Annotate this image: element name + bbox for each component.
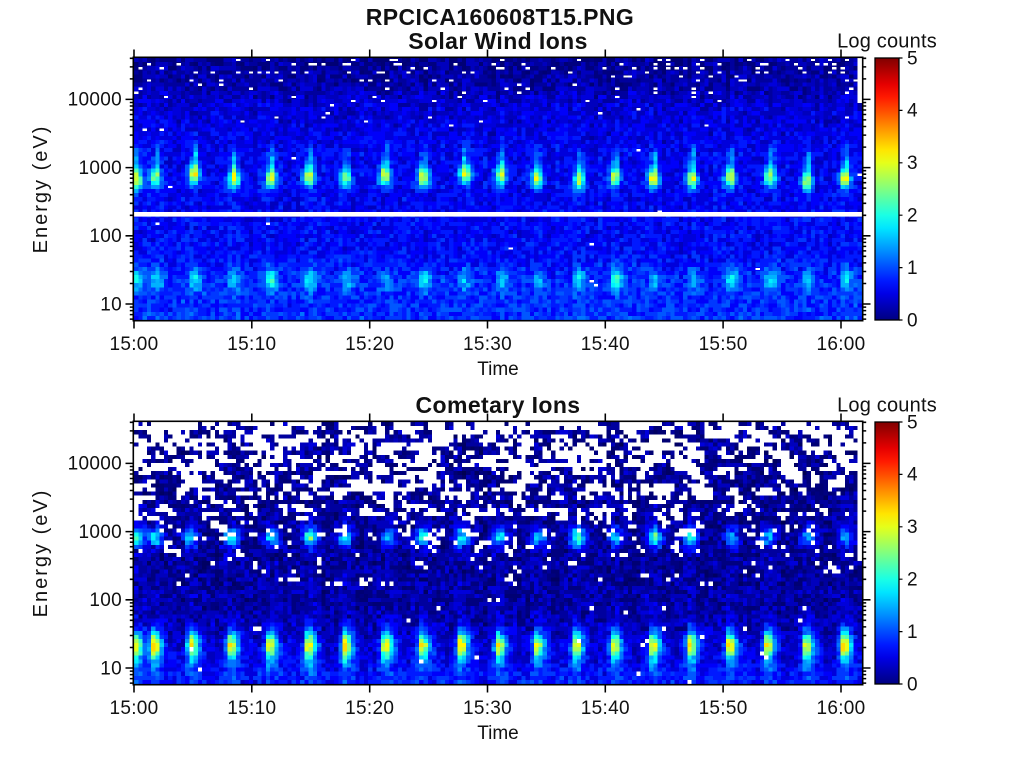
svg-text:15:40: 15:40 <box>581 334 630 355</box>
svg-text:15:30: 15:30 <box>463 698 512 719</box>
svg-text:0: 0 <box>907 674 918 695</box>
svg-text:3: 3 <box>907 517 918 538</box>
svg-text:15:50: 15:50 <box>699 334 748 355</box>
svg-text:15:00: 15:00 <box>109 698 158 719</box>
svg-text:100: 100 <box>89 226 122 247</box>
svg-text:10: 10 <box>100 658 122 679</box>
svg-text:Time: Time <box>477 723 519 744</box>
svg-text:Energy (eV): Energy (eV) <box>30 125 52 254</box>
svg-text:15:30: 15:30 <box>463 334 512 355</box>
svg-text:5: 5 <box>907 412 918 433</box>
svg-text:Time: Time <box>477 359 519 380</box>
svg-text:16:00: 16:00 <box>816 334 865 355</box>
svg-text:1: 1 <box>907 622 918 643</box>
svg-text:5: 5 <box>907 48 918 69</box>
svg-text:Log counts: Log counts <box>837 31 937 53</box>
svg-text:3: 3 <box>907 153 918 174</box>
svg-text:10: 10 <box>100 294 122 315</box>
svg-text:Solar Wind Ions: Solar Wind Ions <box>408 28 588 54</box>
svg-text:Energy (eV): Energy (eV) <box>30 489 52 618</box>
svg-text:2: 2 <box>907 206 918 227</box>
svg-text:0: 0 <box>907 310 918 331</box>
svg-text:4: 4 <box>907 465 918 486</box>
svg-text:15:20: 15:20 <box>345 334 394 355</box>
svg-text:15:50: 15:50 <box>699 698 748 719</box>
svg-text:1: 1 <box>907 258 918 279</box>
svg-text:15:20: 15:20 <box>345 698 394 719</box>
svg-text:4: 4 <box>907 101 918 122</box>
svg-text:15:10: 15:10 <box>227 334 276 355</box>
svg-text:1000: 1000 <box>79 522 122 543</box>
svg-text:Cometary Ions: Cometary Ions <box>416 392 581 418</box>
svg-text:15:40: 15:40 <box>581 698 630 719</box>
svg-text:10000: 10000 <box>68 90 122 111</box>
svg-text:Log counts: Log counts <box>837 395 937 417</box>
svg-text:10000: 10000 <box>68 454 122 475</box>
svg-text:15:00: 15:00 <box>109 334 158 355</box>
svg-text:100: 100 <box>89 590 122 611</box>
svg-text:1000: 1000 <box>79 158 122 179</box>
svg-text:RPCICA160608T15.PNG: RPCICA160608T15.PNG <box>366 4 634 30</box>
svg-text:16:00: 16:00 <box>816 698 865 719</box>
svg-text:15:10: 15:10 <box>227 698 276 719</box>
svg-text:2: 2 <box>907 570 918 591</box>
